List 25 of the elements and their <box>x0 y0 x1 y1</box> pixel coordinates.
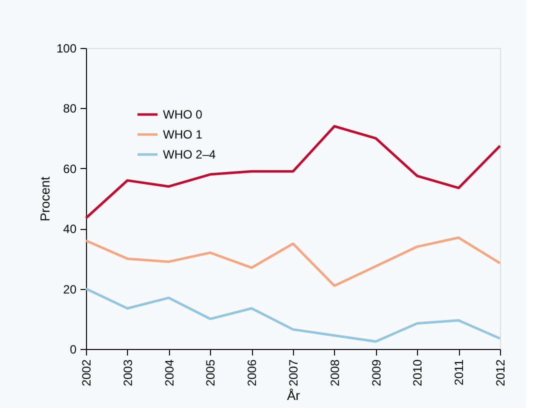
legend-label: WHO 2–4 <box>163 148 216 162</box>
y-tick-label: 100 <box>56 42 77 56</box>
y-axis-title: Procent <box>37 176 52 222</box>
line-series <box>84 288 502 343</box>
line-series <box>84 125 502 220</box>
x-tick-label: 2008 <box>328 359 342 386</box>
x-tick-label: 2003 <box>120 359 135 386</box>
x-tick-label: 2007 <box>286 359 300 386</box>
y-tick-label: 80 <box>63 102 77 116</box>
y-tick-label: 40 <box>63 222 77 236</box>
y-tick-label: 60 <box>63 162 77 176</box>
line-series <box>84 236 502 288</box>
x-tick-label: 2011 <box>452 359 466 386</box>
x-tick-label: 2009 <box>369 359 384 386</box>
legend-label: WHO 0 <box>163 108 203 122</box>
x-tick-label: 2010 <box>410 359 425 386</box>
x-tick-label: 2002 <box>80 359 94 386</box>
x-tick-label: 2004 <box>162 359 176 386</box>
legend-label: WHO 1 <box>163 128 203 142</box>
y-tick-label: 0 <box>70 342 77 356</box>
x-tick-label: 2005 <box>204 359 218 386</box>
x-tick-label: 2006 <box>245 359 260 386</box>
x-axis-title: År <box>287 388 301 404</box>
x-tick-label: 2012 <box>494 359 508 386</box>
y-tick-label: 20 <box>63 282 77 296</box>
